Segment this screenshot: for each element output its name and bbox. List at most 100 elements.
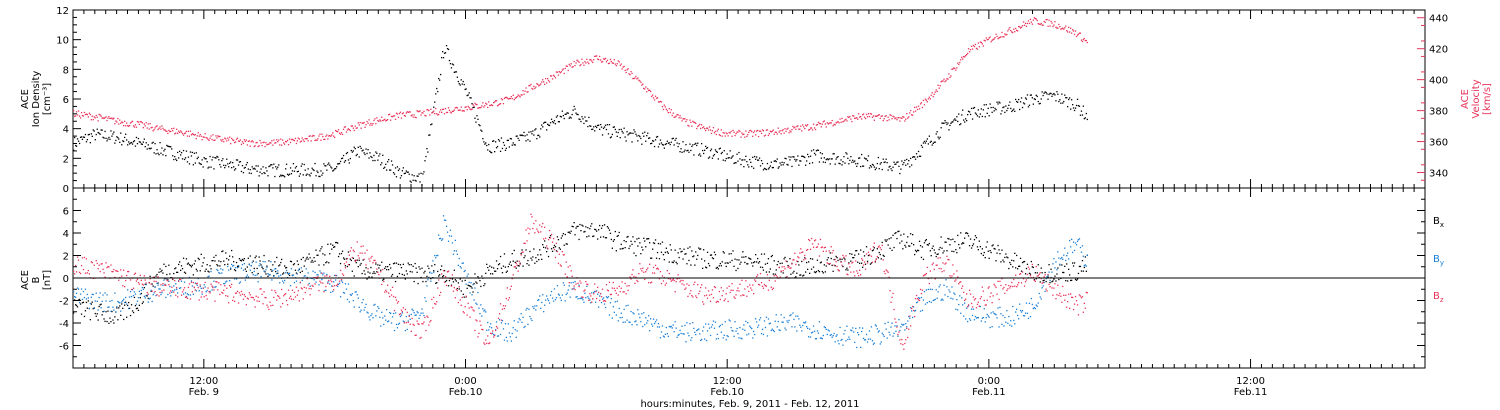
top-point — [745, 155, 747, 157]
bottom-point — [560, 265, 562, 267]
bottom-point — [819, 337, 822, 339]
top-point — [729, 150, 731, 152]
bottom-point — [857, 332, 859, 334]
bottom-point — [940, 236, 942, 238]
top-point — [628, 133, 630, 135]
bottom-point — [629, 245, 631, 247]
top-point — [598, 124, 600, 126]
top-point — [496, 145, 499, 148]
bottom-point — [902, 324, 904, 326]
bottom-point — [548, 302, 551, 304]
top-point — [700, 127, 702, 130]
top-point — [353, 146, 355, 148]
bottom-point — [607, 290, 610, 292]
bottom-point — [374, 303, 376, 306]
top-point — [170, 130, 172, 133]
bottom-point — [227, 263, 229, 265]
bottom-point — [793, 259, 795, 261]
top-point — [662, 144, 665, 146]
bottom-point — [112, 319, 114, 321]
bottom-point — [453, 250, 455, 252]
top-point — [713, 132, 716, 134]
bottom-point — [244, 279, 246, 281]
bottom-point — [138, 283, 140, 285]
top-point — [626, 69, 628, 71]
top-point — [551, 78, 554, 80]
top-point — [260, 142, 262, 144]
top-point — [590, 125, 592, 127]
bottom-point — [319, 280, 321, 282]
top-point — [1001, 31, 1003, 34]
top-point — [224, 137, 226, 139]
bottom-point — [682, 333, 684, 335]
top-point — [413, 114, 415, 116]
bottom-point — [848, 263, 850, 265]
bottom-point — [141, 283, 143, 285]
top-point — [207, 138, 209, 141]
bottom-point — [722, 290, 724, 292]
top-point — [151, 126, 153, 129]
top-point — [605, 61, 608, 63]
top-point — [221, 140, 223, 142]
bottom-point — [317, 274, 319, 276]
top-point — [628, 73, 630, 75]
bottom-point — [909, 317, 911, 319]
bottom-point — [546, 245, 548, 247]
top-point — [779, 130, 781, 132]
bottom-point — [351, 270, 353, 272]
bottom-point — [746, 295, 748, 297]
top-point — [298, 138, 300, 140]
bottom-point — [199, 270, 201, 272]
top-point — [832, 153, 834, 155]
bottom-point — [579, 223, 581, 226]
bottom-point — [454, 279, 456, 281]
top-point — [365, 148, 367, 150]
bottom-point — [974, 235, 977, 237]
bottom-point — [180, 280, 183, 282]
top-point — [162, 154, 164, 156]
top-point — [1073, 33, 1076, 36]
top-point — [293, 140, 296, 142]
bottom-point — [756, 275, 758, 278]
bottom-point — [311, 284, 313, 287]
top-point — [866, 116, 869, 118]
bottom-point — [235, 278, 238, 280]
top-point — [366, 152, 368, 155]
top-point — [381, 162, 383, 164]
bottom-point — [195, 268, 197, 270]
bottom-point — [670, 280, 672, 282]
bottom-point — [842, 265, 844, 268]
top-point — [828, 122, 830, 124]
top-point — [717, 128, 719, 130]
top-point — [735, 162, 737, 164]
top-point — [122, 121, 124, 124]
top-point — [815, 150, 818, 152]
bottom-point — [396, 302, 399, 304]
bottom-point — [813, 271, 816, 273]
bottom-point — [936, 297, 938, 299]
top-point — [179, 150, 181, 152]
top-point — [77, 110, 80, 112]
top-point — [1023, 103, 1026, 105]
bottom-point — [174, 268, 176, 270]
top-point — [113, 117, 115, 119]
top-point — [1049, 92, 1051, 94]
bottom-point — [493, 334, 495, 336]
bottom-point — [457, 282, 459, 284]
bottom-point — [763, 320, 766, 322]
bottom-point — [234, 292, 237, 294]
bottom-point — [744, 288, 746, 290]
bottom-point — [315, 281, 317, 283]
top-point — [658, 101, 661, 103]
top-point — [754, 155, 756, 158]
top-point — [235, 159, 238, 161]
top-point — [865, 113, 868, 116]
top-point — [781, 161, 783, 163]
top-point — [801, 130, 803, 132]
bottom-point — [1067, 252, 1069, 254]
bottom-point — [440, 237, 442, 240]
top-point — [1004, 33, 1006, 35]
bottom-point — [728, 285, 730, 287]
bottom-point — [266, 266, 268, 269]
top-point — [893, 116, 895, 118]
